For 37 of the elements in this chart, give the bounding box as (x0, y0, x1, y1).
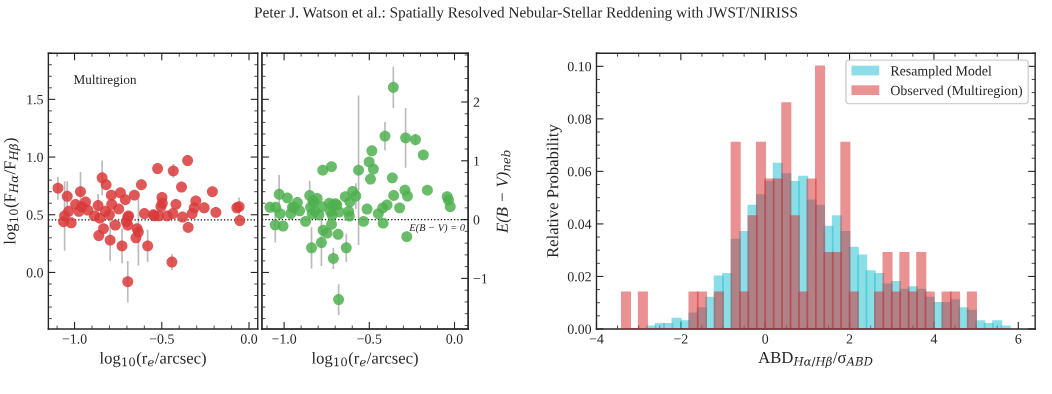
y-tick-label: 0.08 (567, 114, 592, 124)
x-axis-title: ABD$_{Hα/Hβ}$/σ$_{ABD}$ (758, 352, 873, 369)
x-tick-label: 0.0 (446, 334, 463, 344)
y-tick-label: 0.02 (567, 272, 591, 282)
x-axis-title: log$_{10}$(r$_{e}$/arcsec) (311, 352, 418, 368)
x-tick-label: 4 (930, 334, 938, 344)
y-tick-label: 0.00 (567, 324, 592, 335)
y-tick-label: 0.5 (26, 210, 43, 220)
x-tick-label: 2 (846, 334, 853, 344)
annotation: Multiregion (73, 74, 137, 87)
x-tick-label: 6 (1015, 334, 1022, 344)
ref-line-label: E(B − V) = 0 (409, 223, 465, 234)
x-tick-label: −2 (674, 334, 688, 344)
y-axis-title: Relative Probability (546, 124, 562, 258)
x-tick-label: −1.0 (62, 334, 87, 344)
text: Peter J. Watson et al.: Spatially Resolved Nebular-Stellar Reddening with JWST/NIRISS (254, 6, 797, 21)
x-tick-label: 0 (762, 334, 769, 344)
y2-axis-title: E(B − V)$_{neb}$ (496, 150, 512, 234)
y-tick-label: 0.10 (567, 61, 592, 72)
y-axis-title: log$_{10}$(F$_{Hα}$/F$_{Hβ}$) (3, 138, 21, 245)
y-tick-label: 1.0 (27, 152, 43, 163)
y-tick-label: 0.0 (26, 268, 43, 278)
text: 0 (473, 215, 480, 225)
text: −1 (473, 274, 487, 284)
x-tick-label: 0.0 (240, 334, 258, 344)
x-tick-label: −1.0 (272, 334, 297, 344)
x-axis-title: log$_{10}$(r$_{e}$/arcsec) (99, 352, 206, 368)
y-tick-label: 0.06 (567, 166, 592, 177)
text: 2 (473, 97, 480, 107)
text: 1 (474, 156, 480, 166)
legend-label: Resampled Model (890, 65, 992, 79)
y-tick-label: 1.5 (27, 95, 43, 105)
legend-label: Observed (Multiregion) (890, 85, 1023, 99)
x-tick-label: −0.5 (149, 334, 174, 344)
x-tick-label: −4 (589, 334, 604, 344)
x-tick-label: −0.5 (357, 334, 382, 344)
y-tick-label: 0.04 (567, 219, 592, 229)
